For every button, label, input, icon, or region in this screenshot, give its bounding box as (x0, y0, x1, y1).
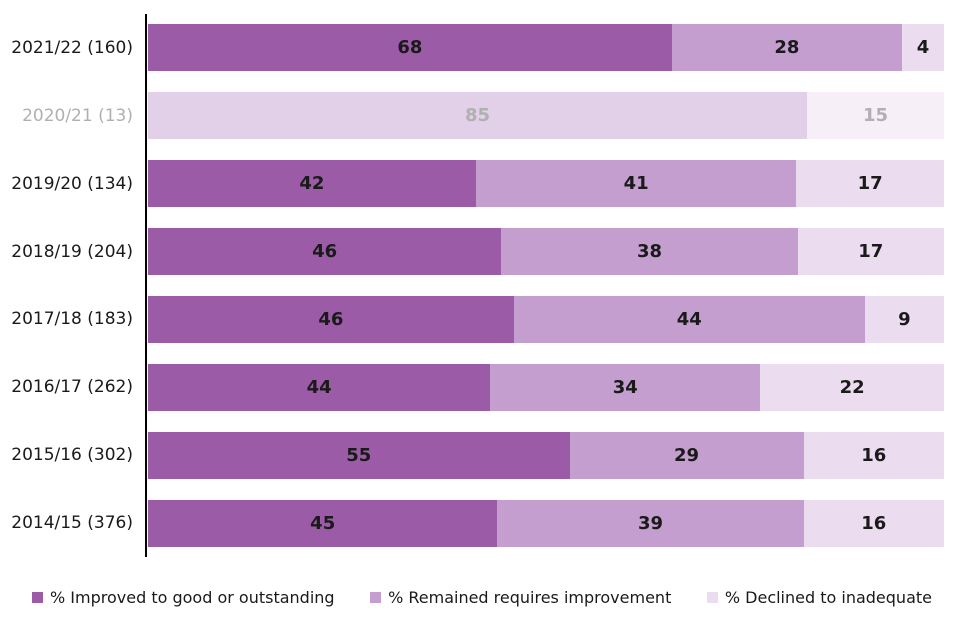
chart-row: 2020/21 (13) 85 15 (0, 92, 944, 140)
legend-label: % Improved to good or outstanding (50, 588, 335, 607)
category-label: 2020/21 (13) (22, 105, 133, 126)
chart-row: 2016/17 (262) 44 34 22 (0, 363, 944, 411)
value-label: 22 (839, 376, 865, 398)
bar-segment: 17 (797, 228, 945, 276)
legend-item: % Improved to good or outstanding (32, 588, 335, 607)
bar-segment: 41 (475, 160, 797, 208)
category-label: 2015/16 (302) (11, 445, 133, 466)
bar-segment: 17 (796, 160, 944, 208)
value-label: 68 (397, 37, 423, 59)
chart-row: 2015/16 (302) 55 29 16 (0, 431, 944, 479)
legend-swatch-icon (706, 592, 718, 603)
category-label: 2021/22 (160) (11, 37, 133, 58)
chart-row: 2017/18 (183) 46 44 9 (0, 295, 945, 343)
value-label: 45 (310, 512, 336, 534)
bar-segment: 42 (148, 160, 476, 208)
category-label: 2019/20 (134) (11, 173, 133, 194)
bar-track: 46 44 9 (148, 295, 945, 343)
chart-row: 2014/15 (376) 45 39 16 (0, 499, 944, 547)
value-label: 16 (861, 512, 887, 534)
value-label: 46 (312, 241, 338, 263)
value-label: 4 (916, 37, 930, 59)
bar-segment: 28 (671, 24, 903, 72)
bar-segment: 16 (803, 499, 944, 547)
bar-segment: 16 (803, 431, 944, 479)
category-label: 2017/18 (183) (11, 309, 133, 330)
chart-row: 2021/22 (160) 68 28 4 (0, 24, 944, 72)
bar-segment: 4 (902, 24, 944, 72)
bar-track: 55 29 16 (148, 431, 944, 479)
value-label: 44 (676, 308, 702, 330)
bar-segment: 44 (513, 295, 865, 343)
bar-segment: 45 (148, 499, 498, 547)
bar-segment: 38 (501, 228, 798, 276)
value-label: 16 (861, 444, 887, 466)
value-label: 17 (858, 241, 884, 263)
bar-track: 44 34 22 (148, 363, 944, 411)
value-label: 39 (637, 512, 664, 534)
value-label: 9 (898, 308, 911, 330)
bar-track: 68 28 4 (148, 24, 944, 72)
legend-item: % Declined to inadequate (706, 588, 932, 607)
bar-segment: 9 (864, 295, 945, 343)
category-label: 2018/19 (204) (11, 241, 133, 262)
value-label: 44 (306, 376, 332, 398)
bar-track: 46 38 17 (148, 228, 945, 276)
bar-segment: 34 (490, 363, 761, 411)
value-label: 15 (863, 105, 889, 127)
y-axis-line (145, 14, 147, 557)
value-label: 38 (636, 241, 663, 263)
value-label: 55 (346, 444, 372, 466)
bar-segment: 22 (760, 363, 944, 411)
bar-segment: 39 (497, 499, 804, 547)
bar-segment: 44 (148, 363, 491, 411)
legend-item: % Remained requires improvement (370, 588, 671, 607)
value-label: 42 (299, 173, 325, 195)
value-label: 85 (465, 105, 491, 127)
bar-segment: 15 (807, 92, 944, 140)
value-label: 41 (623, 173, 649, 195)
value-label: 29 (674, 444, 700, 466)
category-label: 2016/17 (262) (11, 377, 133, 398)
value-label: 46 (318, 308, 344, 330)
legend-swatch-icon (32, 592, 43, 603)
category-label: 2014/15 (376) (11, 513, 133, 534)
legend-label: % Declined to inadequate (724, 588, 932, 607)
bar-segment: 68 (148, 24, 672, 72)
bar-segment: 29 (569, 431, 804, 479)
legend-label: % Remained requires improvement (388, 588, 672, 607)
value-label: 28 (774, 37, 800, 59)
bar-track: 42 41 17 (148, 160, 944, 208)
bar-segment: 46 (148, 295, 514, 343)
value-label: 17 (857, 173, 883, 195)
bar-segment: 55 (148, 431, 570, 479)
chart-row: 2019/20 (134) 42 41 17 (0, 160, 944, 208)
bar-segment: 85 (148, 92, 808, 140)
value-label: 34 (612, 376, 638, 398)
legend-swatch-icon (370, 592, 382, 603)
plot-area: 2021/22 (160) 68 28 4 2020/21 (13) 85 15 2019/2… (0, 14, 945, 557)
chart-legend: % Improved to good or outstanding % Remai… (32, 588, 932, 607)
bar-track: 85 15 (148, 92, 944, 140)
bar-track: 45 39 16 (148, 499, 944, 547)
bar-segment: 46 (148, 228, 502, 276)
chart-row: 2018/19 (204) 46 38 17 (0, 228, 945, 276)
